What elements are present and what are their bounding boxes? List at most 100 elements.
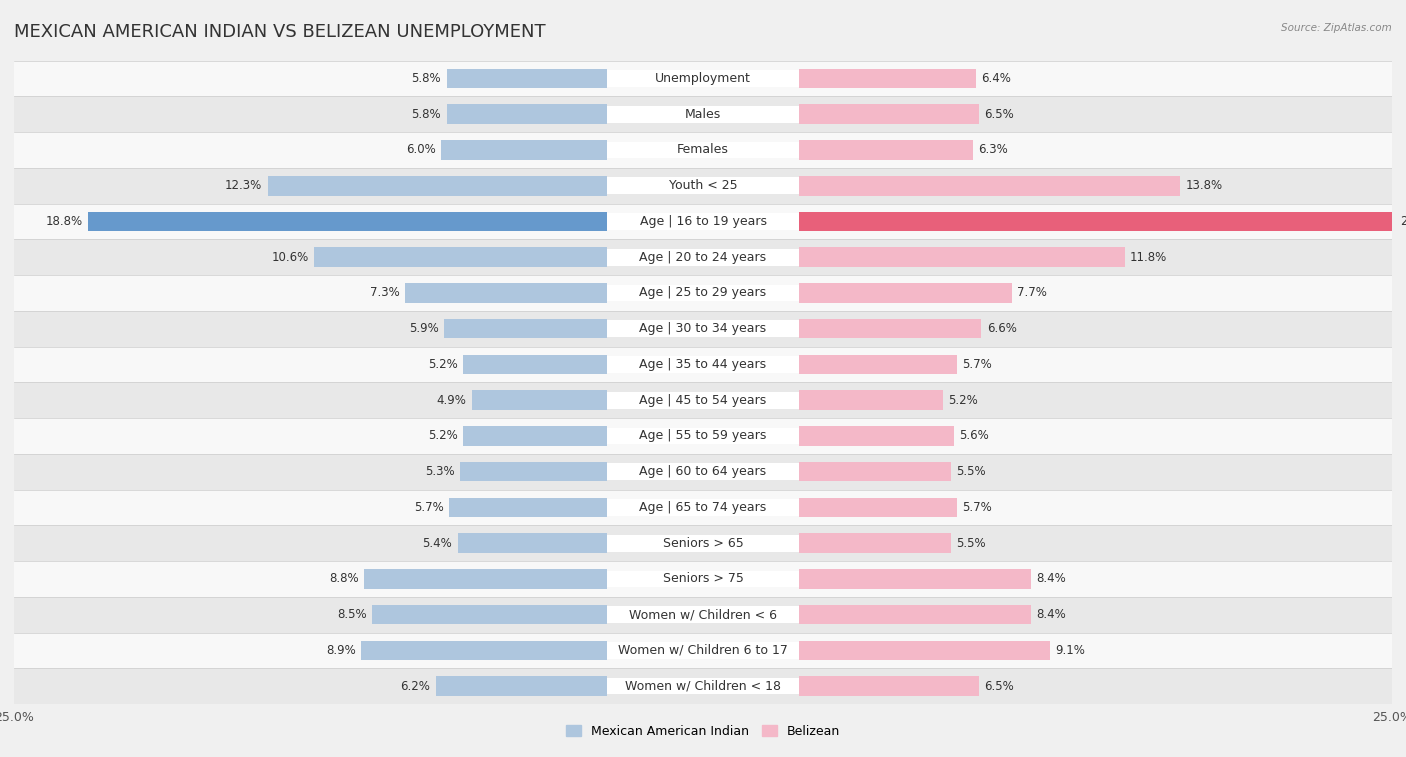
Text: 6.3%: 6.3% [979, 143, 1008, 157]
Text: 4.9%: 4.9% [436, 394, 465, 407]
Text: Women w/ Children < 6: Women w/ Children < 6 [628, 608, 778, 621]
Bar [458, 534, 606, 553]
Text: Source: ZipAtlas.com: Source: ZipAtlas.com [1281, 23, 1392, 33]
Bar [606, 642, 800, 659]
Bar [14, 418, 1392, 453]
Text: 5.9%: 5.9% [409, 322, 439, 335]
Text: 8.4%: 8.4% [1036, 608, 1066, 621]
Text: 5.7%: 5.7% [962, 501, 991, 514]
Bar [14, 239, 1392, 275]
Text: 8.9%: 8.9% [326, 644, 356, 657]
Text: 6.4%: 6.4% [981, 72, 1011, 85]
Bar [800, 462, 950, 481]
Bar [800, 212, 1395, 231]
Text: 5.5%: 5.5% [956, 465, 986, 478]
Text: 5.3%: 5.3% [426, 465, 456, 478]
Bar [14, 168, 1392, 204]
Bar [14, 668, 1392, 704]
Text: 9.1%: 9.1% [1056, 644, 1085, 657]
Bar [800, 176, 1180, 195]
Bar [606, 106, 800, 123]
Bar [606, 606, 800, 623]
Bar [606, 534, 800, 552]
Bar [14, 311, 1392, 347]
Text: Age | 60 to 64 years: Age | 60 to 64 years [640, 465, 766, 478]
Bar [606, 499, 800, 516]
Text: 12.3%: 12.3% [225, 179, 262, 192]
Bar [444, 319, 606, 338]
Bar [436, 676, 606, 696]
Bar [606, 177, 800, 194]
Text: 7.3%: 7.3% [370, 286, 399, 300]
Bar [441, 140, 606, 160]
Bar [14, 561, 1392, 597]
Text: MEXICAN AMERICAN INDIAN VS BELIZEAN UNEMPLOYMENT: MEXICAN AMERICAN INDIAN VS BELIZEAN UNEM… [14, 23, 546, 41]
Text: 6.5%: 6.5% [984, 680, 1014, 693]
Text: Age | 16 to 19 years: Age | 16 to 19 years [640, 215, 766, 228]
Text: Females: Females [678, 143, 728, 157]
Bar [373, 605, 606, 625]
Bar [800, 640, 1050, 660]
Bar [14, 275, 1392, 311]
Text: 5.8%: 5.8% [412, 107, 441, 120]
Bar [800, 283, 1012, 303]
Text: 5.8%: 5.8% [412, 72, 441, 85]
Text: 18.8%: 18.8% [46, 215, 83, 228]
Bar [450, 497, 606, 517]
Text: 5.5%: 5.5% [956, 537, 986, 550]
Bar [361, 640, 606, 660]
Text: 5.4%: 5.4% [422, 537, 453, 550]
Text: Women w/ Children < 18: Women w/ Children < 18 [626, 680, 780, 693]
Text: 11.8%: 11.8% [1130, 251, 1167, 263]
Text: 6.2%: 6.2% [401, 680, 430, 693]
Bar [315, 248, 606, 267]
Text: 7.7%: 7.7% [1017, 286, 1047, 300]
Text: Age | 20 to 24 years: Age | 20 to 24 years [640, 251, 766, 263]
Text: 8.8%: 8.8% [329, 572, 359, 585]
Text: 5.7%: 5.7% [415, 501, 444, 514]
Bar [447, 104, 606, 124]
Bar [800, 319, 981, 338]
Bar [800, 569, 1031, 589]
Bar [606, 356, 800, 372]
Bar [14, 347, 1392, 382]
Text: 5.2%: 5.2% [427, 429, 458, 442]
Bar [471, 391, 606, 410]
Text: 6.0%: 6.0% [406, 143, 436, 157]
Text: 10.6%: 10.6% [271, 251, 309, 263]
Bar [14, 61, 1392, 96]
Bar [606, 571, 800, 587]
Bar [447, 69, 606, 89]
Text: Age | 25 to 29 years: Age | 25 to 29 years [640, 286, 766, 300]
Bar [800, 104, 979, 124]
Bar [606, 428, 800, 444]
Bar [89, 212, 606, 231]
Text: Age | 30 to 34 years: Age | 30 to 34 years [640, 322, 766, 335]
Bar [14, 633, 1392, 668]
Bar [800, 69, 976, 89]
Bar [606, 678, 800, 694]
Text: 6.6%: 6.6% [987, 322, 1017, 335]
Bar [800, 248, 1125, 267]
Bar [800, 426, 953, 446]
Text: Age | 55 to 59 years: Age | 55 to 59 years [640, 429, 766, 442]
Text: Unemployment: Unemployment [655, 72, 751, 85]
Text: Women w/ Children 6 to 17: Women w/ Children 6 to 17 [619, 644, 787, 657]
Text: Youth < 25: Youth < 25 [669, 179, 737, 192]
Text: 13.8%: 13.8% [1185, 179, 1222, 192]
Bar [14, 597, 1392, 633]
Bar [606, 320, 800, 337]
Bar [606, 249, 800, 266]
Bar [463, 426, 606, 446]
Bar [800, 391, 943, 410]
Bar [14, 204, 1392, 239]
Bar [800, 534, 950, 553]
Text: 5.2%: 5.2% [427, 358, 458, 371]
Bar [14, 490, 1392, 525]
Bar [267, 176, 606, 195]
Bar [606, 70, 800, 87]
Text: 8.4%: 8.4% [1036, 572, 1066, 585]
Bar [14, 525, 1392, 561]
Legend: Mexican American Indian, Belizean: Mexican American Indian, Belizean [561, 720, 845, 743]
Bar [463, 354, 606, 374]
